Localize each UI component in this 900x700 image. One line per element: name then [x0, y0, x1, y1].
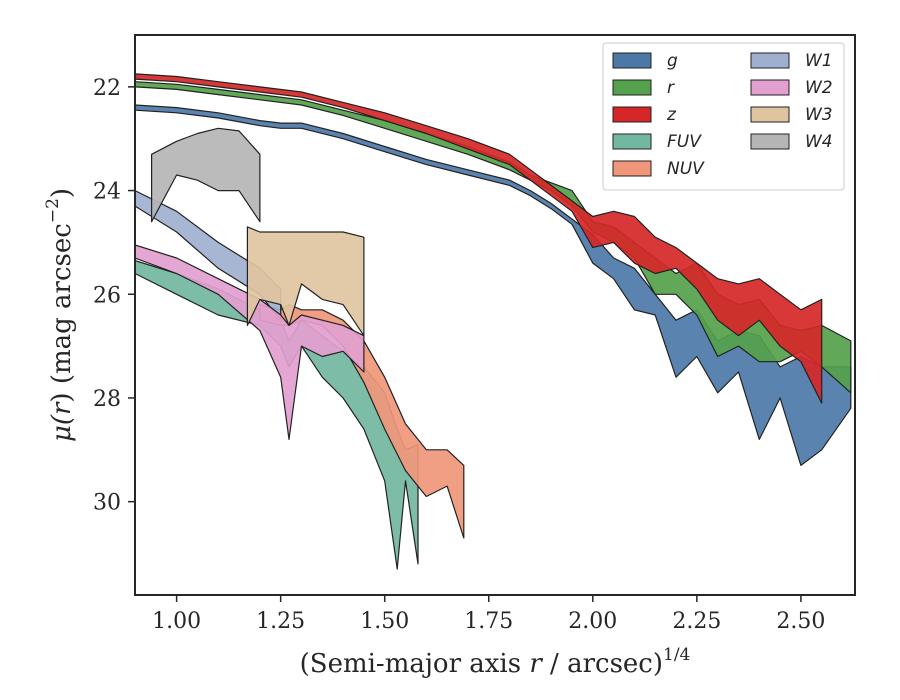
legend-label-w4: W4 — [805, 132, 833, 152]
legend-swatch-nuv — [612, 160, 652, 177]
x-tick-label: 2.00 — [568, 609, 617, 634]
legend-label-r: r — [667, 78, 675, 98]
legend-swatch-w1 — [750, 52, 790, 69]
legend-label-z: z — [666, 105, 677, 125]
x-tick-label: 1.50 — [360, 609, 409, 634]
plot-frame — [134, 34, 856, 596]
x-tick-label: 1.75 — [464, 609, 513, 634]
legend-label-w2: W2 — [805, 78, 833, 98]
y-tick-label: 22 — [93, 76, 121, 101]
legend-swatch-g — [612, 52, 652, 69]
legend-swatch-z — [612, 106, 652, 123]
legend-label-fuv: FUV — [667, 132, 702, 152]
x-tick-label: 1.25 — [256, 609, 305, 634]
band-z — [135, 73, 823, 404]
y-tick-label: 26 — [93, 283, 121, 308]
legend-label-nuv: NUV — [667, 159, 705, 179]
y-axis-label: μ(r) (mag arcsec−2) — [43, 188, 77, 442]
legend-swatch-w3 — [750, 106, 790, 123]
band-g — [135, 104, 852, 466]
band-w2 — [135, 244, 365, 440]
x-tick-label: 2.25 — [672, 609, 721, 634]
legend-swatch-fuv — [612, 133, 652, 150]
legend-label-w1: W1 — [805, 51, 833, 71]
y-tick-label: 24 — [93, 180, 121, 205]
profile-bands — [135, 73, 852, 570]
y-axis-ticks: 22 24 26 28 30 — [93, 76, 135, 516]
x-tick-label: 2.50 — [776, 609, 825, 634]
legend-label-g: g — [667, 51, 678, 71]
band-w4 — [151, 127, 261, 223]
x-tick-label: 1.00 — [152, 609, 201, 634]
band-w3 — [246, 226, 365, 337]
y-tick-label: 30 — [93, 491, 121, 516]
y-tick-label: 28 — [93, 387, 121, 412]
legend-swatch-w2 — [750, 79, 790, 96]
legend-swatch-w4 — [750, 133, 790, 150]
legend: grz FUV NUV W1 W2 W3 W4 — [602, 42, 845, 191]
legend-swatch-r — [612, 79, 652, 96]
x-axis-label: (Semi-major axis r / arcsec)1/4 — [300, 645, 691, 679]
legend-label-w3: W3 — [805, 105, 833, 125]
x-axis-ticks: 1.00 1.25 1.50 1.75 2.00 2.25 2.50 — [152, 595, 825, 634]
